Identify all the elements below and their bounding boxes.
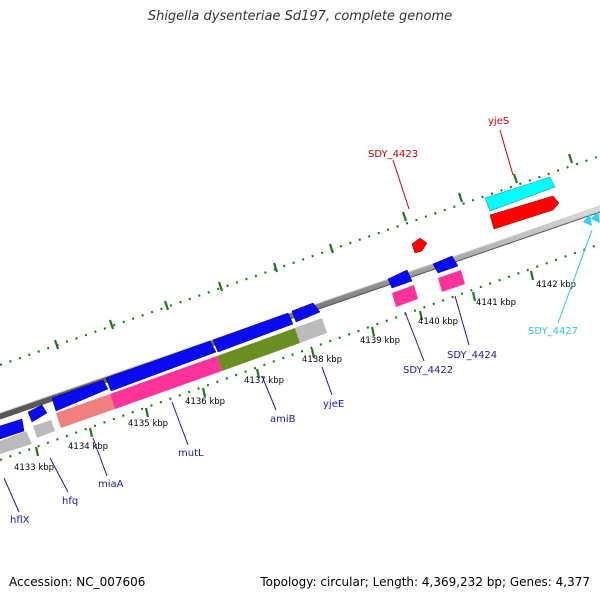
category-box-grey	[0, 431, 32, 454]
category-box-grey	[33, 420, 55, 438]
category-box-grey	[295, 318, 327, 343]
scale-labels: 4133 kbp 4134 kbp 4135 kbp 4136 kbp 4137…	[14, 280, 576, 473]
scale-label: 4133 kbp	[14, 463, 54, 473]
accession-text: Accession: NC_007606	[9, 575, 146, 589]
gene-SDY_4427-b[interactable]	[591, 211, 600, 223]
scale-label: 4139 kbp	[360, 336, 400, 346]
gene-label-yjeE: yjeE	[323, 399, 344, 410]
gene-miaA[interactable]	[51, 379, 109, 412]
gene-SDY_4423[interactable]	[411, 237, 428, 254]
gene-label-hflX: hflX	[10, 515, 30, 526]
gene-mutL[interactable]	[105, 340, 217, 392]
gene-SDY_4427[interactable]	[583, 214, 592, 226]
gene-category-boxes	[0, 270, 465, 454]
inner-major-ticks	[34, 270, 535, 457]
gene-label-SDY_4427: SDY_4427	[528, 326, 578, 337]
gene-SDY_4422[interactable]	[387, 269, 413, 289]
scale-label: 4136 kbp	[185, 397, 225, 407]
gene-label-hfq: hfq	[62, 496, 78, 507]
scale-label: 4141 kbp	[476, 298, 516, 308]
category-box-pink	[110, 356, 222, 409]
gene-labels: hflX hfq miaA mutL amiB yjeE SDY_4422 SD…	[10, 116, 578, 526]
gene-yjeS-cyan[interactable]	[484, 176, 556, 212]
gene-hfq[interactable]	[27, 404, 48, 423]
forward-genes[interactable]	[0, 255, 459, 440]
scale-label: 4138 kbp	[302, 355, 342, 365]
category-box-salmon	[56, 394, 115, 428]
gene-label-miaA: miaA	[98, 479, 124, 490]
gene-amiB[interactable]	[212, 312, 294, 353]
gene-yjeE[interactable]	[291, 302, 321, 323]
category-box-pink	[438, 270, 465, 292]
inner-tick-track	[0, 242, 600, 462]
gene-label-SDY_4424: SDY_4424	[447, 350, 497, 361]
map-title: Shigella dysenteriae Sd197, complete gen…	[147, 9, 453, 24]
reverse-genes[interactable]	[411, 176, 600, 254]
gene-label-amiB: amiB	[270, 414, 296, 425]
gene-hflX[interactable]	[0, 418, 25, 440]
category-box-pink	[392, 285, 418, 307]
category-box-olive	[217, 328, 300, 371]
scale-label: 4142 kbp	[536, 280, 576, 290]
gene-SDY_4424[interactable]	[432, 255, 459, 274]
label-leaders	[3, 129, 593, 513]
scale-label: 4135 kbp	[128, 419, 168, 429]
scale-label: 4140 kbp	[418, 317, 458, 327]
gene-yjeS[interactable]	[489, 195, 560, 230]
gene-label-SDY_4422: SDY_4422	[403, 365, 453, 376]
gene-label-mutL: mutL	[178, 448, 204, 459]
outer-major-ticks	[53, 153, 574, 350]
scale-label: 4134 kbp	[68, 442, 108, 452]
gene-label-SDY_4423: SDY_4423	[368, 149, 418, 160]
gene-label-yjeS: yjeS	[488, 116, 509, 127]
genome-summary-text: Topology: circular; Length: 4,369,232 bp…	[260, 575, 590, 589]
